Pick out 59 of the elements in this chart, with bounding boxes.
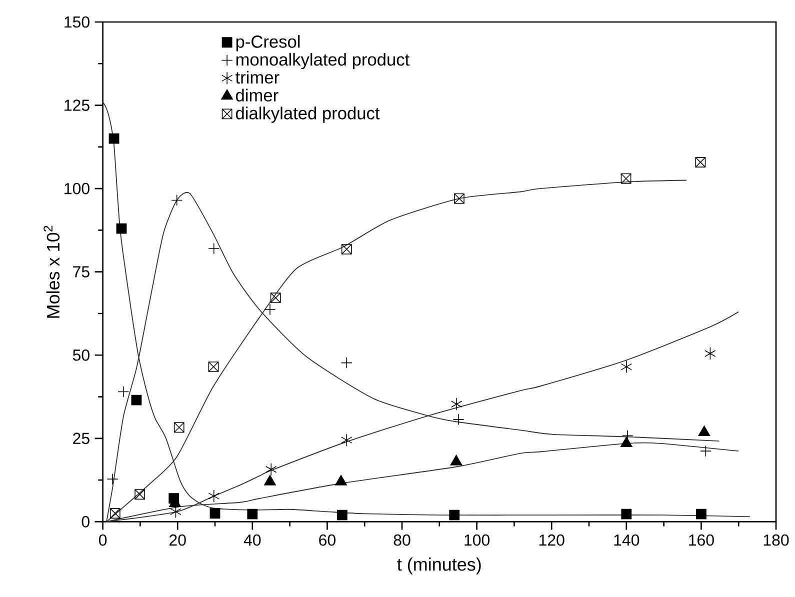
point bbox=[266, 463, 277, 476]
point bbox=[340, 357, 352, 369]
y-tick-label: 50 bbox=[72, 349, 90, 361]
point bbox=[208, 490, 220, 502]
point bbox=[208, 362, 219, 372]
point bbox=[247, 508, 258, 520]
point bbox=[170, 505, 182, 518]
point bbox=[116, 223, 127, 234]
y-tick-label: 100 bbox=[64, 182, 90, 194]
x-tick-label: 120 bbox=[539, 534, 564, 546]
x-tick-label: 0 bbox=[98, 534, 107, 546]
x-tick-label: 20 bbox=[170, 534, 186, 546]
point bbox=[454, 193, 464, 204]
legend-label: dialkylated product bbox=[236, 106, 380, 123]
point bbox=[118, 386, 130, 398]
legend-label: dimer bbox=[236, 88, 278, 102]
point bbox=[620, 173, 632, 184]
x-tick-label: 40 bbox=[244, 534, 261, 546]
point bbox=[449, 510, 460, 520]
point bbox=[134, 489, 146, 500]
x-axis-title: t (minutes) bbox=[397, 558, 481, 574]
point bbox=[696, 508, 706, 520]
x-tick-label: 160 bbox=[689, 534, 714, 546]
point bbox=[174, 422, 184, 433]
point bbox=[621, 508, 632, 520]
point bbox=[620, 436, 632, 448]
point bbox=[704, 347, 716, 360]
point bbox=[451, 398, 462, 411]
x-tick-label: 60 bbox=[319, 534, 336, 546]
point bbox=[106, 473, 118, 485]
point bbox=[700, 445, 712, 457]
point bbox=[341, 434, 352, 446]
y-tick-label: 125 bbox=[64, 100, 90, 111]
y-axis-title: Moles x 10$^{2}$ bbox=[44, 226, 60, 318]
point bbox=[341, 244, 352, 254]
point bbox=[698, 426, 710, 436]
x-tick-label: 180 bbox=[764, 534, 789, 546]
y-tick-label: 75 bbox=[73, 266, 90, 278]
point bbox=[131, 394, 142, 406]
point bbox=[695, 157, 706, 168]
point bbox=[270, 292, 281, 304]
point bbox=[452, 414, 464, 426]
point bbox=[620, 360, 632, 374]
point bbox=[264, 304, 276, 316]
legend-label: p-Cresol bbox=[236, 35, 300, 52]
legend-label: monoalkylated product bbox=[236, 52, 410, 70]
legend-label: trimer bbox=[236, 70, 280, 84]
y-tick-label: 0 bbox=[82, 516, 90, 528]
x-tick-label: 140 bbox=[614, 534, 640, 546]
y-tick-label: 150 bbox=[64, 16, 90, 28]
point bbox=[336, 510, 348, 520]
point bbox=[208, 242, 220, 254]
point bbox=[108, 133, 120, 144]
x-tick-label: 100 bbox=[464, 534, 490, 546]
point bbox=[110, 508, 120, 519]
x-tick-label: 80 bbox=[394, 534, 410, 546]
point bbox=[171, 194, 183, 206]
y-tick-label: 25 bbox=[73, 432, 90, 444]
point bbox=[210, 508, 220, 519]
